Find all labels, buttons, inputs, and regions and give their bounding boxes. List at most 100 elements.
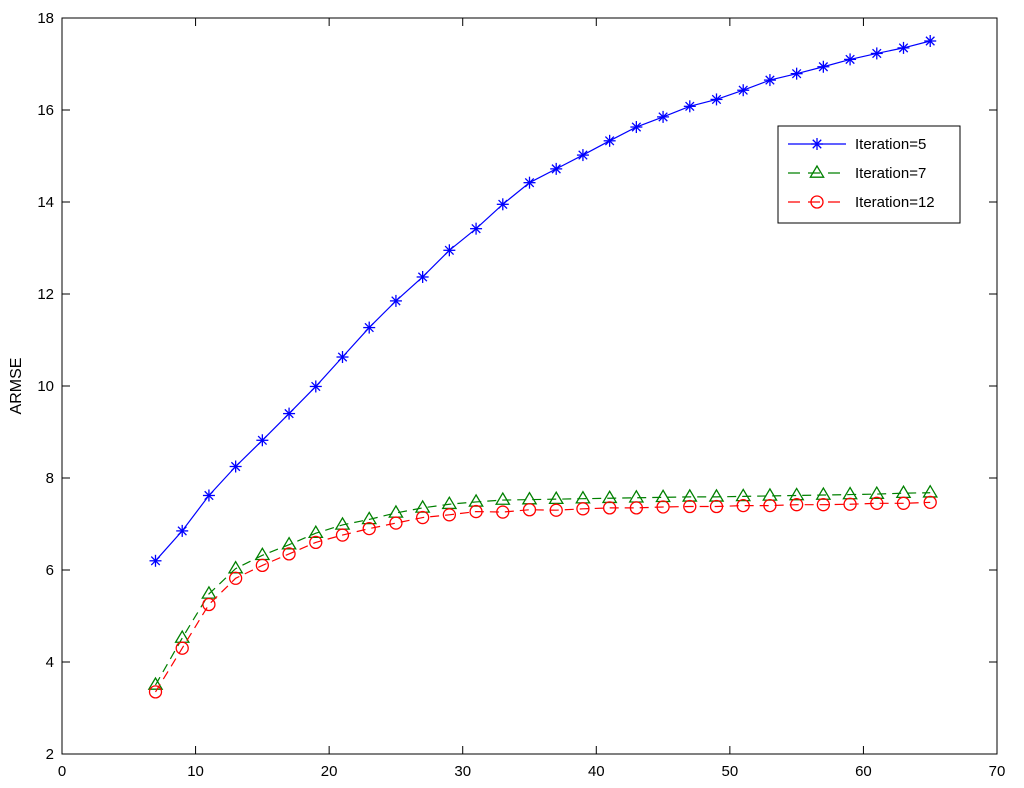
- data-point: [868, 485, 885, 499]
- data-point: [735, 488, 752, 502]
- data-point: [496, 505, 510, 519]
- data-point: [335, 528, 350, 542]
- data-point: [817, 60, 830, 73]
- data-point: [442, 508, 457, 522]
- data-point: [576, 149, 589, 162]
- legend-item: Iteration=12: [788, 194, 935, 211]
- data-point: [710, 93, 723, 106]
- data-point: [870, 496, 884, 510]
- data-point: [309, 380, 322, 393]
- data-point: [656, 500, 670, 514]
- legend-label: Iteration=5: [855, 136, 926, 153]
- data-point: [790, 67, 803, 80]
- series-line: [154, 501, 931, 693]
- data-point: [843, 497, 857, 511]
- data-point: [548, 490, 565, 505]
- data-point: [363, 321, 376, 334]
- legend-marker: [811, 138, 823, 150]
- data-point: [603, 134, 616, 147]
- legend-label: Iteration=7: [855, 165, 926, 182]
- y-tick-label: 16: [37, 102, 54, 119]
- data-point: [415, 510, 430, 525]
- legend: Iteration=5 Iteration=7 Iteration=12: [777, 125, 961, 224]
- data-point: [870, 47, 883, 60]
- data-point: [255, 558, 270, 573]
- data-point: [788, 487, 805, 501]
- data-point: [362, 521, 376, 536]
- y-tick-label: 4: [46, 654, 54, 671]
- data-point: [896, 496, 911, 510]
- data-point: [630, 121, 643, 134]
- data-point: [683, 100, 696, 113]
- data-point: [361, 511, 378, 525]
- y-tick-label: 12: [37, 286, 54, 303]
- legend-item: Iteration=7: [788, 164, 926, 182]
- data-point: [469, 504, 483, 519]
- data-point: [228, 571, 243, 585]
- data-point: [897, 41, 910, 54]
- y-tick-label: 10: [37, 378, 54, 395]
- y-tick-label: 14: [37, 194, 54, 211]
- plot-frame: [61, 17, 998, 755]
- data-point: [602, 501, 617, 515]
- x-tick-label: 50: [722, 763, 739, 780]
- data-point: [147, 676, 164, 690]
- series-3: [148, 495, 937, 699]
- y-tick-label: 18: [37, 10, 54, 27]
- x-tick-label: 40: [588, 763, 605, 780]
- legend-marker: [809, 164, 825, 178]
- data-point: [389, 294, 402, 307]
- y-axis-label: ARMSE: [8, 358, 25, 415]
- data-point: [282, 547, 296, 561]
- y-tick-label: 8: [46, 470, 54, 487]
- data-point: [202, 489, 215, 502]
- data-point: [522, 503, 537, 517]
- x-tick-label: 20: [321, 763, 338, 780]
- data-point: [307, 524, 324, 539]
- data-point: [281, 536, 297, 550]
- data-point: [202, 597, 216, 612]
- x-tick-label: 30: [454, 763, 471, 780]
- x-tick-label: 60: [855, 763, 872, 780]
- legend-marker: [810, 195, 824, 209]
- data-point: [550, 162, 563, 175]
- data-point: [309, 535, 323, 550]
- data-point: [736, 498, 750, 513]
- data-point: [576, 502, 590, 516]
- axis-ticks: 0 10 20 30 40 50 60 70 2 4 6 8 10 12 14 16 18: [37, 10, 1005, 780]
- data-point: [176, 524, 189, 537]
- legend-item: Iteration=5: [788, 136, 926, 153]
- data-point: [283, 407, 296, 420]
- x-tick-label: 0: [58, 763, 66, 780]
- data-point: [737, 84, 750, 97]
- data-point: [229, 460, 242, 473]
- data-point: [549, 503, 563, 517]
- data-point: [470, 222, 483, 235]
- data-point: [657, 110, 670, 123]
- x-tick-label: 70: [989, 763, 1006, 780]
- legend-box: [777, 125, 961, 224]
- data-point: [629, 501, 644, 515]
- y-tick-label: 6: [46, 562, 54, 579]
- data-point: [709, 499, 724, 514]
- data-point: [763, 74, 776, 87]
- data-point: [336, 351, 349, 364]
- data-point: [523, 176, 536, 189]
- data-point: [683, 499, 697, 514]
- x-tick-label: 10: [187, 763, 204, 780]
- y-tick-label: 2: [46, 746, 54, 763]
- data-point: [443, 244, 456, 257]
- data-point: [844, 53, 857, 66]
- data-point: [149, 554, 162, 567]
- series-line: [155, 40, 931, 562]
- data-point: [816, 498, 831, 512]
- data-point: [175, 641, 189, 655]
- data-point: [924, 35, 937, 47]
- data-point: [148, 685, 163, 699]
- data-point: [494, 491, 511, 505]
- data-point: [789, 498, 804, 512]
- data-point: [256, 434, 269, 447]
- series-1: [149, 35, 937, 567]
- data-point: [416, 270, 429, 283]
